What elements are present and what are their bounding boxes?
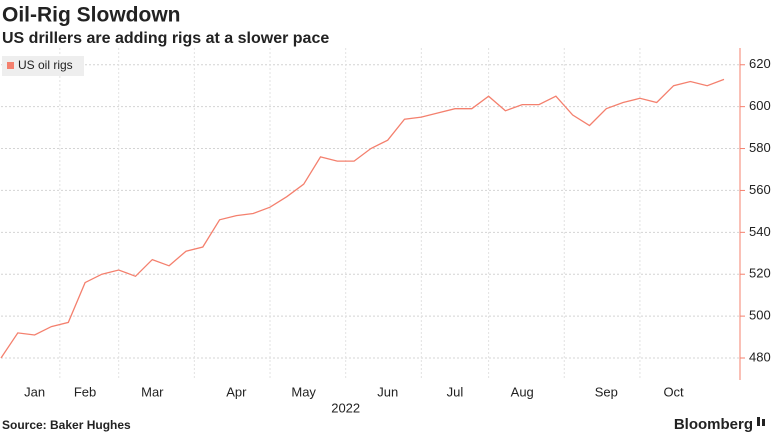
y-tick-label: 580 <box>749 140 771 155</box>
y-tick-label: 520 <box>749 266 771 281</box>
chart-title: Oil-Rig Slowdown <box>2 4 180 27</box>
y-tick-label: 600 <box>749 98 771 113</box>
source: Source: Baker Hughes <box>2 418 131 432</box>
x-tick-label: Oct <box>663 384 684 399</box>
legend-label: US oil rigs <box>18 58 73 72</box>
x-tick-label: Jun <box>377 384 398 399</box>
y-tick-label: 540 <box>749 224 771 239</box>
brand-icon <box>757 417 760 426</box>
x-tick-label: Jan <box>24 384 45 399</box>
y-tick-label: 560 <box>749 182 771 197</box>
legend-swatch <box>7 62 14 69</box>
brand: Bloomberg <box>674 416 753 433</box>
y-tick-label: 500 <box>749 308 771 323</box>
y-tick-label: 480 <box>749 349 771 364</box>
y-tick-label: 620 <box>749 56 771 71</box>
data-line <box>0 78 725 359</box>
legend-box <box>2 56 84 76</box>
x-tick-label: May <box>291 384 316 399</box>
x-tick-label: Mar <box>141 384 164 399</box>
brand-icon <box>762 419 765 426</box>
x-tick-label: Aug <box>511 384 534 399</box>
x-tick-label: Feb <box>74 384 96 399</box>
x-tick-label: Apr <box>226 384 247 399</box>
chart-subtitle: US drillers are adding rigs at a slower … <box>2 30 329 47</box>
x-tick-label: Sep <box>595 384 618 399</box>
x-tick-label: Jul <box>447 384 464 399</box>
x-axis-label: 2022 <box>331 400 360 415</box>
